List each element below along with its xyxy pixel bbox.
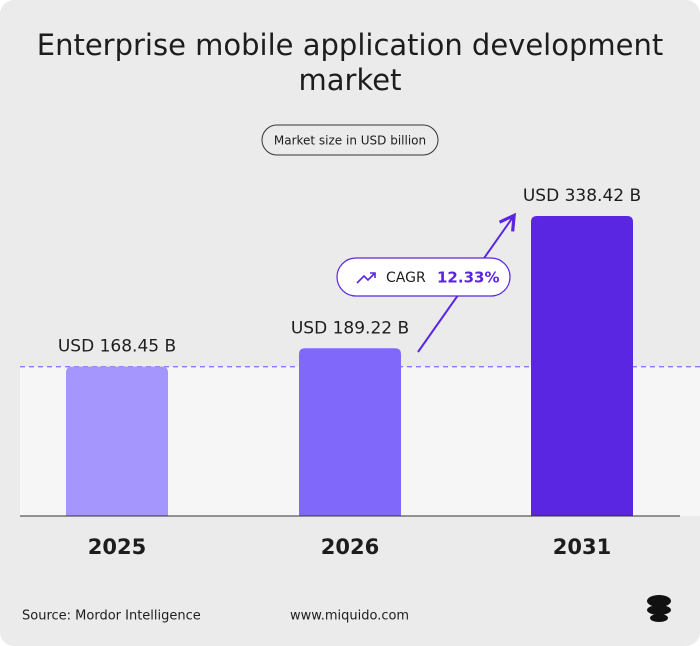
cagr-label: CAGR bbox=[386, 270, 426, 286]
plot: USD 168.45 B 2025 USD 189.22 B 2026 USD 338.… bbox=[20, 186, 700, 559]
logo bbox=[647, 595, 671, 622]
trend-icon bbox=[356, 272, 376, 284]
x-tick-label: 2025 bbox=[88, 535, 146, 559]
value-label: USD 338.42 B bbox=[523, 186, 641, 206]
value-label: USD 168.45 B bbox=[58, 337, 176, 357]
chart-title: Enterprise mobile application developmen… bbox=[37, 28, 663, 62]
x-tick-label: 2031 bbox=[553, 535, 611, 559]
website: www.miquido.com bbox=[290, 609, 409, 624]
cagr-value: 12.33% bbox=[437, 269, 499, 287]
source: Source: Mordor Intelligence bbox=[22, 609, 201, 624]
bar bbox=[531, 216, 633, 516]
bar bbox=[299, 348, 401, 516]
value-label: USD 189.22 B bbox=[291, 318, 409, 338]
bar bbox=[66, 366, 168, 516]
subtitle: Market size in USD billion bbox=[274, 134, 426, 148]
x-tick-label: 2026 bbox=[321, 535, 379, 559]
subtitle-pill bbox=[261, 124, 439, 156]
chart-title: market bbox=[299, 63, 402, 97]
cagr-pill bbox=[336, 257, 511, 297]
